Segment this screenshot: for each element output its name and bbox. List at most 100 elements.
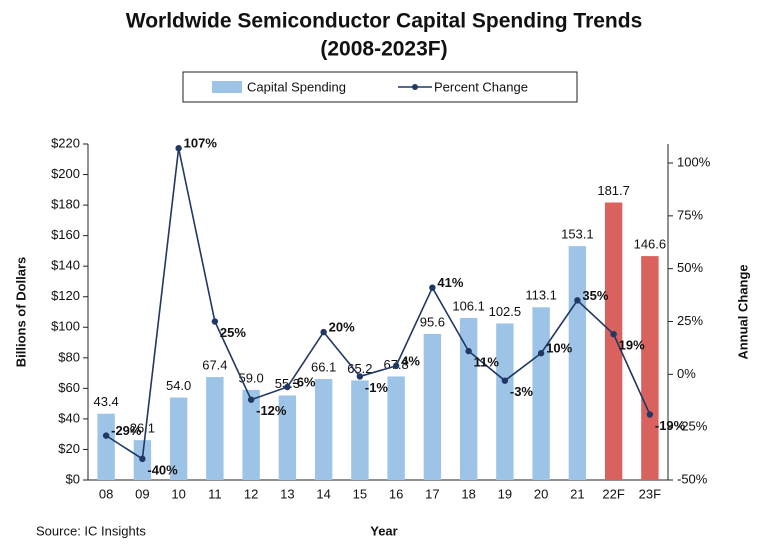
legend-box <box>182 71 578 103</box>
bar-value-label: 95.6 <box>420 314 445 329</box>
bar <box>314 379 333 480</box>
y-tick-label: $160 <box>51 227 80 242</box>
bar <box>423 333 442 480</box>
x-tick-label: 23F <box>639 486 661 501</box>
bar <box>568 246 587 480</box>
y-tick-label: $120 <box>51 288 80 303</box>
x-tick-label: 11 <box>208 486 222 501</box>
legend-marker <box>412 84 418 90</box>
line-marker <box>139 455 146 463</box>
line-marker <box>646 411 654 418</box>
y-tick-label: $200 <box>51 166 80 181</box>
y-tick-label: $0 <box>66 471 80 486</box>
line-value-label: 4% <box>401 353 420 368</box>
line-value-label: 19% <box>619 338 645 353</box>
line-marker <box>429 284 436 291</box>
x-tick-label: 21 <box>570 486 584 501</box>
bar <box>242 389 260 480</box>
y2-tick-label: 75% <box>677 207 703 222</box>
y-tick-label: $220 <box>51 135 80 150</box>
bar <box>387 376 405 480</box>
legend-label: Percent Change <box>434 79 528 94</box>
x-tick-label: 16 <box>389 486 403 501</box>
y2-tick-label: 0% <box>677 366 696 381</box>
bar <box>641 256 659 480</box>
y-tick-label: $80 <box>58 349 80 364</box>
bar <box>351 380 369 480</box>
bar <box>459 317 478 480</box>
x-axis-label: Year <box>370 523 397 538</box>
bar <box>97 413 115 480</box>
x-tick-label: 12 <box>244 486 258 501</box>
line <box>105 148 651 461</box>
line-marker <box>356 373 364 380</box>
bar-value-label: 67.4 <box>202 357 227 372</box>
y-axis-label: Billions of Dollars <box>13 257 28 368</box>
x-tick-label: 17 <box>425 486 439 501</box>
x-tick-label: 10 <box>171 486 185 501</box>
line-value-label: -1% <box>365 380 389 395</box>
line-marker <box>610 330 617 338</box>
line-marker <box>320 328 327 336</box>
line-value-label: -29% <box>111 423 142 438</box>
line-marker <box>102 432 110 439</box>
line-value-label: -19% <box>655 418 686 433</box>
bar-value-label: 43.4 <box>93 394 118 409</box>
line-value-label: 20% <box>329 320 355 335</box>
line-marker <box>247 396 255 403</box>
bar <box>169 397 188 480</box>
bar-value-label: 54.0 <box>166 378 191 393</box>
legend-swatch <box>212 81 242 93</box>
line-marker <box>574 297 581 304</box>
line-value-label: -3% <box>510 384 534 399</box>
line-marker <box>537 350 545 357</box>
y2-tick-label: -25% <box>677 419 708 434</box>
bar-value-label: 181.7 <box>597 183 630 198</box>
bar-value-label: 106.1 <box>452 298 485 313</box>
bar <box>206 377 224 480</box>
bar-value-label: 66.1 <box>311 359 336 374</box>
bar-value-label: 59.0 <box>238 370 263 385</box>
bar-value-label: 26.1 <box>130 421 155 436</box>
line-marker <box>284 383 291 391</box>
line-value-label: 11% <box>474 355 500 370</box>
y2-tick-label: 50% <box>677 260 703 275</box>
x-tick-label: 13 <box>280 486 294 501</box>
x-tick-label: 22F <box>602 486 624 501</box>
line-marker <box>465 347 472 355</box>
line-value-label: 41% <box>437 275 463 290</box>
line-marker <box>392 362 400 370</box>
x-tick-label: 09 <box>135 486 149 501</box>
bar-value-label: 102.5 <box>489 304 522 319</box>
y-tick-label: $40 <box>58 410 80 425</box>
bar-value-label: 55.3 <box>275 376 300 391</box>
bar <box>278 395 297 480</box>
y2-axis-label: Annual Change <box>735 264 750 359</box>
bar <box>604 202 623 480</box>
bar-value-label: 153.1 <box>561 227 594 242</box>
line-value-label: -12% <box>256 403 287 418</box>
bar <box>532 307 550 480</box>
y2-tick-label: -50% <box>677 471 708 486</box>
bar-value-label: 113.1 <box>525 288 557 303</box>
bar-value-label: 146.6 <box>634 237 667 252</box>
line-value-label: -40% <box>147 462 178 477</box>
line-value-label: -6% <box>292 374 316 389</box>
line-value-label: 107% <box>184 136 218 151</box>
bar-value-label: 65.2 <box>347 361 372 376</box>
y-tick-label: $180 <box>51 197 80 212</box>
line-marker <box>501 377 509 384</box>
y-tick-label: $140 <box>51 258 80 273</box>
line-value-label: 10% <box>546 341 572 356</box>
x-tick-label: 19 <box>498 486 512 501</box>
x-tick-label: 18 <box>461 486 475 501</box>
chart-subtitle: (2008-2023F) <box>320 38 447 61</box>
line-value-label: 35% <box>582 288 608 303</box>
line-marker <box>211 318 219 325</box>
x-tick-label: 15 <box>353 486 367 501</box>
y-tick-label: $20 <box>58 441 80 456</box>
line-marker <box>175 145 182 152</box>
y-tick-label: $60 <box>58 380 80 395</box>
y-tick-label: $100 <box>51 319 80 334</box>
